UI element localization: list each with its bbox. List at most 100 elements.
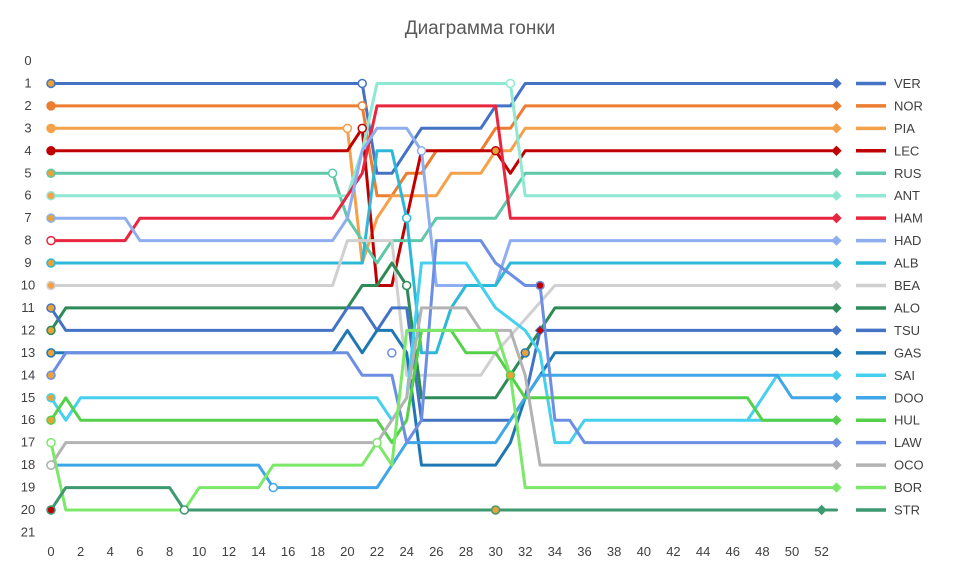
legend-label-had: HAD <box>894 233 921 248</box>
x-tick-label: 24 <box>399 544 413 559</box>
x-tick-label: 38 <box>607 544 621 559</box>
legend-label-ver: VER <box>894 76 921 91</box>
x-tick-label: 4 <box>107 544 114 559</box>
series-marker-law <box>535 280 545 291</box>
x-axis: 0 2 4 6 8 10 12 14 16 18 20 22 24 26 28 30 32 34 36 38 40 42 4… <box>47 544 828 559</box>
series-marker-alb <box>831 257 842 269</box>
series-marker-rus <box>327 168 338 178</box>
series-marker-alb <box>46 258 56 268</box>
legend-label-ant: ANT <box>894 188 920 203</box>
x-tick-label: 18 <box>311 544 325 559</box>
series-marker-bea <box>831 280 842 291</box>
series-marker-ham <box>831 212 842 224</box>
series-line-oco <box>49 306 838 467</box>
plot-markers <box>46 78 842 516</box>
series-marker-alo <box>831 302 842 314</box>
y-tick-label: 0 <box>24 53 31 68</box>
legend-label-sai: SAI <box>894 368 915 383</box>
series-marker-tsu <box>534 325 546 336</box>
x-tick-label: 20 <box>340 544 354 559</box>
series-line-doo <box>49 373 838 490</box>
x-tick-label: 14 <box>251 544 265 559</box>
series-line-ant <box>49 82 838 198</box>
series-marker-ant <box>505 78 516 89</box>
series-marker-pia <box>46 123 56 134</box>
series-marker-str <box>179 505 190 515</box>
y-tick-label: 14 <box>21 367 35 382</box>
series-marker-tsu <box>46 303 56 313</box>
chart-title: Диаграмма гонки <box>405 18 556 39</box>
y-tick-label: 4 <box>24 143 31 158</box>
series-line-str <box>49 486 838 512</box>
series-marker-lec <box>357 123 367 134</box>
x-tick-label: 10 <box>192 544 206 559</box>
series-marker-had <box>416 146 427 156</box>
y-tick-label: 5 <box>24 165 31 180</box>
legend-label-bea: BEA <box>894 278 920 293</box>
x-tick-label: 22 <box>370 544 384 559</box>
x-tick-label: 26 <box>429 544 443 559</box>
series-marker-had <box>46 213 56 223</box>
series-marker-law <box>831 437 842 448</box>
series-marker-hul <box>505 370 516 381</box>
x-tick-label: 44 <box>696 544 710 559</box>
series-marker-lec <box>46 146 56 156</box>
legend-label-pia: PIA <box>894 121 915 136</box>
x-tick-label: 0 <box>47 544 54 559</box>
series-marker-oco <box>46 460 56 470</box>
x-tick-label: 42 <box>666 544 680 559</box>
series-marker-gas <box>520 348 530 358</box>
series-marker-bea <box>46 280 56 291</box>
series-marker-alo <box>46 325 56 336</box>
series-marker-ver <box>831 78 842 89</box>
series-marker-rus <box>46 168 56 178</box>
y-tick-label: 3 <box>24 120 31 135</box>
series-line-hul <box>49 328 838 445</box>
x-tick-label: 30 <box>488 544 502 559</box>
series-marker-law <box>46 370 56 381</box>
y-tick-label: 10 <box>21 278 35 293</box>
y-tick-label: 13 <box>21 345 35 360</box>
legend-label-str: STR <box>894 503 920 518</box>
series-marker-lec <box>490 146 501 156</box>
x-tick-label: 48 <box>755 544 769 559</box>
series-marker-ham <box>46 235 56 246</box>
legend-label-rus: RUS <box>894 166 922 181</box>
y-tick-label: 12 <box>21 322 35 337</box>
series-line-bea <box>49 239 838 377</box>
x-tick-label: 16 <box>281 544 295 559</box>
y-tick-label: 2 <box>24 98 31 113</box>
x-tick-label: 46 <box>725 544 739 559</box>
series-marker-ver <box>357 78 367 89</box>
series-marker-ant <box>46 190 56 201</box>
y-tick-label: 16 <box>21 412 35 427</box>
series-marker-gas <box>831 347 842 359</box>
series-marker-nor <box>831 100 842 112</box>
series-marker-gas <box>46 348 56 358</box>
x-tick-label: 52 <box>814 544 828 559</box>
legend: VER NOR PIA LEC RUS ANT HAM HAD ALB BEA ALO TSU GAS S… <box>856 76 924 518</box>
series-marker-bor <box>46 437 56 448</box>
series-marker-str <box>490 505 501 515</box>
y-tick-label: 7 <box>24 210 31 225</box>
series-marker-had <box>831 235 842 246</box>
series-marker-str <box>46 505 56 515</box>
series-marker-hul <box>46 415 56 425</box>
series-line-tsu <box>49 306 838 422</box>
series-marker-hul <box>831 414 842 426</box>
x-tick-label: 32 <box>518 544 532 559</box>
series-marker-pia <box>831 123 842 134</box>
series-marker-ver <box>46 78 56 89</box>
y-tick-label: 11 <box>21 300 35 315</box>
x-tick-label: 50 <box>785 544 799 559</box>
legend-label-alb: ALB <box>894 256 919 271</box>
x-tick-label: 36 <box>577 544 591 559</box>
y-tick-label: 17 <box>21 435 35 450</box>
legend-label-doo: DOO <box>894 390 924 405</box>
series-marker-law <box>387 348 397 358</box>
series-marker-lec <box>831 145 842 157</box>
x-tick-label: 12 <box>222 544 236 559</box>
y-tick-label: 8 <box>24 233 31 248</box>
